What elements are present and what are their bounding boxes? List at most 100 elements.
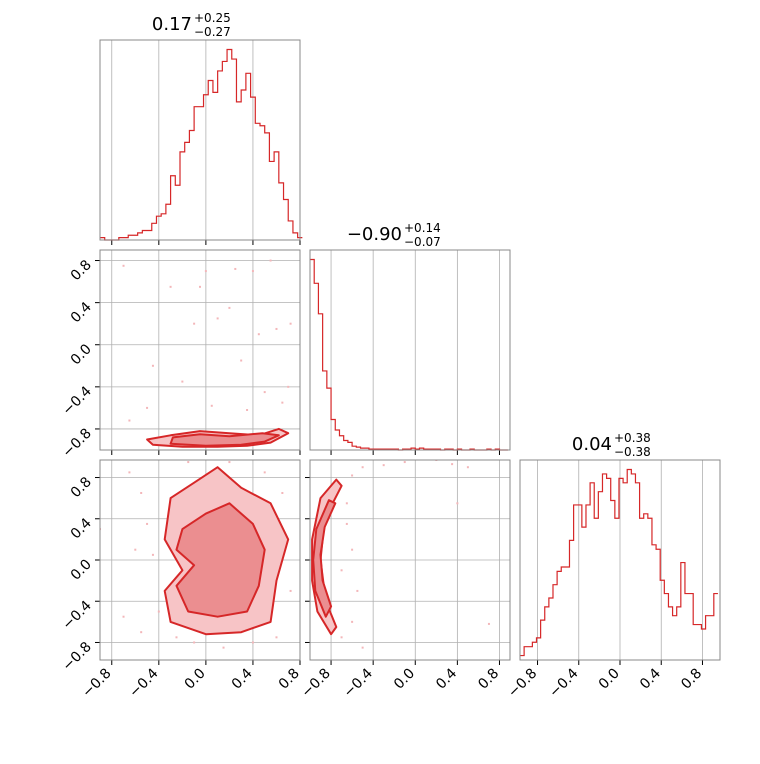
hist-bin-2 bbox=[652, 545, 656, 660]
contour-layer-1 bbox=[100, 461, 292, 649]
x-tick-label: −0.4 bbox=[546, 665, 581, 700]
hist-bin-2 bbox=[565, 567, 569, 660]
hist-bin-2 bbox=[615, 518, 619, 660]
scatter-point bbox=[246, 409, 249, 411]
hist-bin-0 bbox=[288, 221, 293, 240]
param-title-upper: +0.14 bbox=[404, 221, 441, 235]
hist-bin-0 bbox=[227, 50, 232, 240]
hist-step-line-2 bbox=[520, 468, 718, 657]
hist-bin-1 bbox=[335, 430, 339, 450]
y-tick-label: −0.4 bbox=[59, 383, 94, 418]
scatter-point bbox=[251, 270, 254, 273]
hist-bin-1 bbox=[323, 371, 327, 450]
hist-bin-2 bbox=[627, 470, 631, 660]
hist-bin-0 bbox=[180, 152, 185, 240]
hist-bin-0 bbox=[185, 142, 190, 240]
scatter-point bbox=[146, 522, 149, 525]
x-tick-label: 0.4 bbox=[229, 665, 256, 692]
scatter-point bbox=[289, 589, 292, 592]
hist-bin-2 bbox=[656, 549, 660, 660]
scatter-point bbox=[151, 364, 154, 367]
panel-frame bbox=[99, 459, 301, 661]
hist-bin-0 bbox=[284, 200, 289, 240]
scatter-point bbox=[216, 317, 219, 320]
hist-bin-2 bbox=[648, 518, 652, 660]
hist-bin-0 bbox=[166, 204, 171, 240]
hist-bin-0 bbox=[218, 71, 223, 240]
hist-bin-0 bbox=[269, 161, 274, 240]
y-tick-label: 0.8 bbox=[68, 474, 95, 501]
hist-bin-0 bbox=[147, 230, 152, 240]
scatter-point bbox=[263, 391, 266, 394]
x-tick-label: −0.8 bbox=[299, 666, 334, 701]
hist-bin-1 bbox=[331, 420, 335, 450]
contour-level-1 bbox=[175, 502, 266, 618]
scatter-point bbox=[181, 380, 184, 383]
scatter-point bbox=[128, 471, 131, 474]
hist-bin-2 bbox=[668, 607, 672, 660]
hist-bin-1 bbox=[348, 442, 352, 450]
hist-bin-2 bbox=[598, 492, 602, 660]
scatter-point bbox=[356, 589, 359, 592]
scatter-point bbox=[351, 620, 354, 623]
hist-step-line-0 bbox=[100, 48, 303, 241]
contour-layer-0 bbox=[122, 259, 292, 448]
scatter-point bbox=[193, 322, 196, 325]
hist-bin-2 bbox=[569, 540, 573, 660]
hist-bin-1 bbox=[318, 314, 322, 450]
hist-bin-1 bbox=[344, 440, 348, 450]
hist-panel-2: −0.8 −0.4 0.0 0.4 0.8 bbox=[505, 459, 721, 701]
scatter-point bbox=[263, 471, 266, 474]
param-title-0: 0.17 +0.25−0.27 bbox=[152, 11, 231, 39]
hist-bin-0 bbox=[265, 133, 270, 240]
param-title-median: −0.90 bbox=[347, 224, 402, 245]
scatter-point bbox=[228, 461, 231, 464]
scatter-point bbox=[351, 474, 354, 477]
contour-layer-2 bbox=[311, 460, 490, 649]
scatter-point bbox=[269, 259, 272, 262]
x-tick-label: 0.0 bbox=[391, 666, 418, 693]
scatter-point bbox=[287, 385, 290, 388]
scatter-point bbox=[251, 641, 254, 644]
scatter-point bbox=[122, 615, 125, 618]
hist-bin-0 bbox=[161, 214, 166, 240]
x-tick-label: 0.4 bbox=[433, 665, 460, 692]
y-tick-label: 0.0 bbox=[68, 557, 95, 584]
hist-bin-0 bbox=[133, 235, 138, 240]
hist-bin-2 bbox=[714, 594, 718, 660]
hist-bin-2 bbox=[623, 483, 627, 660]
hist-bin-2 bbox=[611, 501, 615, 660]
hist-bin-2 bbox=[549, 598, 553, 660]
hist-bin-2 bbox=[681, 563, 685, 660]
hist-bin-2 bbox=[520, 656, 524, 660]
hist-bin-2 bbox=[574, 505, 578, 660]
hist-bin-2 bbox=[553, 585, 557, 660]
x-tick-label: 0.0 bbox=[182, 666, 209, 693]
param-title-2: 0.04 +0.38−0.38 bbox=[572, 431, 651, 459]
scatter-point bbox=[175, 636, 178, 639]
hist-bin-2 bbox=[578, 505, 582, 660]
hist-bin-1 bbox=[314, 283, 318, 450]
hist-bin-2 bbox=[557, 571, 561, 660]
hist-bin-0 bbox=[171, 176, 176, 240]
hist-bin-0 bbox=[199, 107, 204, 240]
scatter-point bbox=[140, 491, 143, 494]
contour-panel-1: −0.8 −0.4 0.0 0.4 0.8−0.8−0.40.00.40.8 bbox=[59, 459, 303, 701]
scatter-point bbox=[361, 646, 364, 649]
scatter-point bbox=[210, 404, 213, 407]
scatter-point bbox=[204, 270, 207, 273]
hist-bin-2 bbox=[693, 625, 697, 660]
hist-bin-0 bbox=[204, 95, 209, 240]
y-tick-label: −0.8 bbox=[59, 639, 94, 674]
hist-bin-0 bbox=[222, 61, 227, 240]
hist-bin-2 bbox=[689, 594, 693, 660]
x-tick-label: −0.8 bbox=[79, 666, 114, 701]
param-title-lower: −0.07 bbox=[404, 235, 441, 249]
scatter-point bbox=[340, 569, 343, 572]
scatter-point bbox=[361, 466, 364, 469]
panel-frame bbox=[309, 459, 511, 661]
hist-bin-2 bbox=[673, 616, 677, 660]
scatter-point bbox=[281, 401, 284, 404]
